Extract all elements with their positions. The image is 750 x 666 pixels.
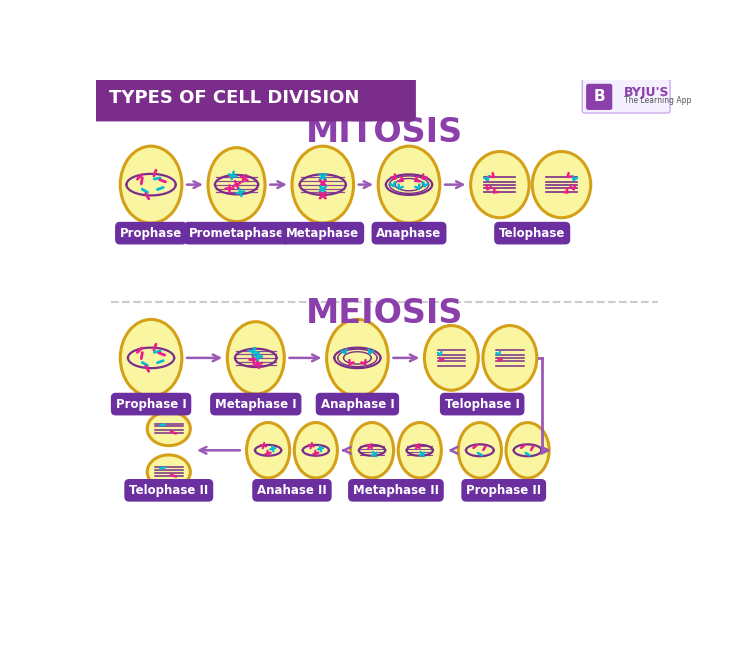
Ellipse shape	[378, 146, 440, 223]
Text: Anahase II: Anahase II	[257, 484, 327, 497]
Ellipse shape	[483, 326, 537, 390]
Text: MEIOSIS: MEIOSIS	[306, 297, 463, 330]
Text: The Learning App: The Learning App	[624, 96, 692, 105]
Ellipse shape	[147, 455, 190, 489]
Text: Anaphase I: Anaphase I	[320, 398, 394, 411]
Text: Telophase I: Telophase I	[445, 398, 520, 411]
FancyBboxPatch shape	[586, 84, 612, 110]
Ellipse shape	[147, 412, 190, 446]
Ellipse shape	[532, 152, 591, 218]
Ellipse shape	[227, 322, 284, 394]
Ellipse shape	[120, 320, 182, 396]
Ellipse shape	[327, 320, 388, 396]
Text: Prophase I: Prophase I	[116, 398, 187, 411]
FancyBboxPatch shape	[582, 79, 670, 113]
Text: BYJU'S: BYJU'S	[624, 86, 669, 99]
Text: Anaphase: Anaphase	[376, 226, 442, 240]
Ellipse shape	[208, 148, 265, 222]
Text: Prometaphase: Prometaphase	[188, 226, 284, 240]
Text: Metaphase: Metaphase	[286, 226, 359, 240]
Ellipse shape	[120, 146, 182, 223]
FancyBboxPatch shape	[92, 76, 416, 121]
Ellipse shape	[350, 422, 394, 478]
Text: Prophase II: Prophase II	[466, 484, 542, 497]
Ellipse shape	[398, 422, 441, 478]
Ellipse shape	[424, 326, 478, 390]
Ellipse shape	[506, 422, 549, 478]
Text: Metaphase II: Metaphase II	[353, 484, 439, 497]
Text: Prophase: Prophase	[120, 226, 182, 240]
Text: Telophase II: Telophase II	[129, 484, 209, 497]
Text: B: B	[593, 89, 605, 105]
Text: Metaphase I: Metaphase I	[215, 398, 296, 411]
Text: Telophase: Telophase	[499, 226, 566, 240]
Ellipse shape	[247, 422, 290, 478]
Ellipse shape	[458, 422, 502, 478]
Ellipse shape	[292, 146, 353, 223]
Ellipse shape	[470, 152, 530, 218]
Ellipse shape	[294, 422, 338, 478]
Text: TYPES OF CELL DIVISION: TYPES OF CELL DIVISION	[110, 89, 360, 107]
Text: MITOSIS: MITOSIS	[306, 116, 463, 149]
